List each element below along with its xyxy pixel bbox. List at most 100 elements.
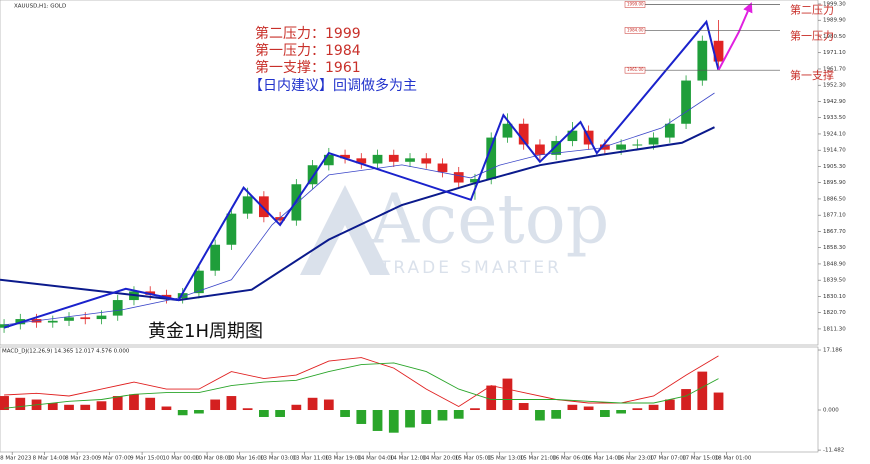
price-pane (0, 0, 819, 346)
plot: 1999.30 1989.90 1980.50 1971.10 1961.70 1952.… (0, 1, 846, 462)
candle-body (275, 217, 285, 221)
x-tick-label: 13 Mar 19:00 (325, 456, 362, 462)
candle-body (177, 293, 188, 299)
x-tick-label: 14 Mar 04:00 (357, 456, 394, 462)
histogram-bar (145, 397, 156, 411)
histogram-bar (210, 399, 221, 411)
y-tick-label: 1961.70 (823, 66, 846, 72)
histogram-bar (600, 410, 610, 417)
x-tick-label: 9 Mar 07:00 (98, 456, 132, 462)
histogram-bar (567, 404, 578, 411)
x-tick-label: 10 Mar 16:00 (228, 456, 265, 462)
y-tick-label: 1905.30 (823, 164, 846, 170)
histogram-bar (453, 410, 464, 419)
x-tick-label: 15 Mar 13:00 (487, 456, 524, 462)
candle-body (340, 154, 350, 159)
watermark-logo (300, 185, 390, 275)
histogram-bar (340, 410, 350, 417)
candle-body (194, 270, 204, 294)
x-tick-label: 16 Mar 06:00 (552, 456, 589, 462)
candle-body (242, 196, 253, 214)
x-tick-label: 10 Mar 00:00 (163, 456, 200, 462)
candle-body (47, 320, 58, 323)
histogram-bar (323, 399, 334, 411)
candle-body (616, 144, 626, 150)
candle-body (258, 196, 269, 218)
candle-body (323, 154, 334, 166)
histogram-bar (583, 406, 594, 411)
y-tick-label: 1895.90 (823, 180, 846, 186)
watermark-slogan: TRADE SMARTER (379, 258, 562, 278)
symbol-title: XAUUSD,H1: GOLD (14, 4, 66, 10)
candle-body (600, 144, 610, 150)
annotation: 【日内建议】回调做多为主 (249, 77, 417, 94)
histogram-bar (518, 403, 529, 411)
y-tick-label: 1924.10 (823, 131, 846, 137)
macd-pane (0, 346, 819, 453)
histogram-bar (275, 410, 285, 417)
x-tick-label: 15 Mar 05:00 (455, 456, 492, 462)
x-tick-label: 13 Mar 03:00 (260, 456, 297, 462)
watermark-brand: Acetop (369, 181, 609, 260)
candle-body (502, 123, 513, 138)
candle-body (697, 40, 708, 81)
candle-body (648, 137, 659, 145)
candle-body (664, 123, 675, 138)
annotation: 第一支撑：1961 (255, 59, 361, 76)
histogram-bar (96, 401, 107, 411)
candle-body (486, 137, 497, 180)
histogram-bar (0, 396, 9, 411)
level-name: 第一支撑 (790, 68, 834, 82)
y-tick-label: 1839.50 (823, 278, 846, 284)
line (4, 362, 719, 409)
histogram-bar (632, 408, 643, 411)
y-tick-label: 1999.30 (823, 1, 846, 7)
x-tick-label: 13 Mar 11:00 (292, 456, 329, 462)
histogram-bar (502, 378, 513, 411)
level-value: 1999.00 (627, 1, 644, 6)
x-tick-label: 9 Mar 15:00 (130, 456, 164, 462)
y-tick-label: 1830.10 (823, 294, 846, 300)
candle-body (96, 315, 107, 320)
histogram-bar (486, 385, 497, 411)
x-tick-label: 18 Mar 01:00 (715, 456, 752, 462)
histogram-bar (616, 410, 626, 414)
y-tick-label: 1933.50 (823, 115, 846, 121)
y-tick-label: 17.186 (823, 348, 843, 354)
histogram-bar (161, 406, 172, 411)
candle-body (632, 144, 643, 146)
x-tick-label: 8 Mar 14:00 (33, 456, 67, 462)
candle-body (551, 141, 562, 155)
x-tick-label: 17 Mar 15:00 (682, 456, 719, 462)
x-tick-label: 14 Mar 20:00 (422, 456, 459, 462)
candle-body (372, 154, 383, 164)
candle-body (518, 123, 529, 145)
line (717, 2, 753, 71)
watermark: Acetop TRADE SMARTER (300, 181, 609, 278)
histogram-bar (307, 397, 318, 411)
candle-body (535, 144, 545, 155)
candle-body (388, 154, 399, 162)
y-tick-label: 1989.90 (823, 18, 846, 24)
candle-body (226, 213, 237, 245)
histogram-bar (713, 392, 724, 411)
level-box (624, 27, 646, 34)
candle-body (405, 158, 415, 162)
histogram-bar (291, 404, 302, 411)
candle-body (356, 158, 367, 164)
candle-body (681, 80, 691, 124)
histogram-bar (551, 410, 562, 419)
y-tick-label: 1858.30 (823, 245, 846, 251)
histogram-bar (664, 399, 675, 411)
histogram-bar (405, 410, 415, 428)
line (0, 126, 715, 302)
histogram-bar (535, 410, 545, 421)
candle-body (713, 40, 724, 62)
histogram-bar (47, 403, 58, 411)
histogram-bar (64, 404, 74, 411)
x-tick-label: 8 Mar 2023 (0, 456, 32, 462)
histogram-bar (177, 410, 188, 416)
y-tick-label: 1877.10 (823, 213, 846, 219)
x-tick-label: 15 Mar 21:00 (520, 456, 557, 462)
histogram-bar (372, 410, 383, 431)
